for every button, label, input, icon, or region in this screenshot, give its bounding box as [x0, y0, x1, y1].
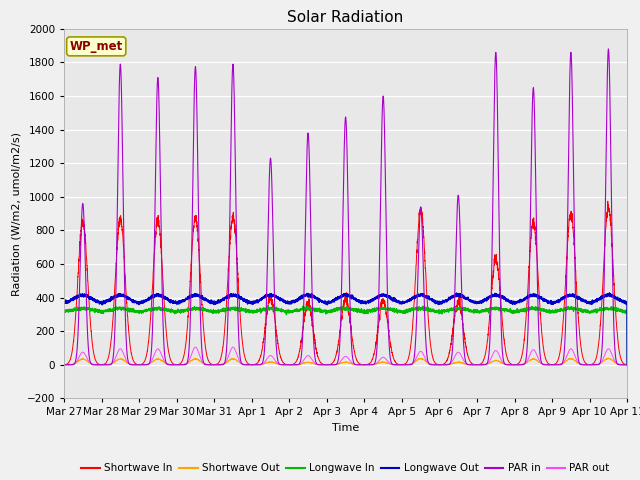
Line: PAR in: PAR in [64, 49, 627, 365]
Shortwave In [623, 362, 630, 368]
Longwave In [472, 310, 480, 315]
PAR in [472, 362, 479, 368]
Longwave Out [324, 299, 332, 305]
Longwave Out [623, 362, 631, 368]
Longwave In [623, 362, 631, 368]
Longwave Out [161, 294, 169, 300]
PAR out [504, 362, 512, 368]
Shortwave Out [504, 361, 512, 367]
PAR out [623, 362, 630, 368]
Longwave In [161, 307, 169, 313]
Shortwave In [324, 362, 332, 368]
Y-axis label: Radiation (W/m2, umol/m2/s): Radiation (W/m2, umol/m2/s) [11, 132, 21, 296]
Shortwave Out [325, 362, 333, 368]
Shortwave In [60, 362, 68, 368]
Text: WP_met: WP_met [70, 40, 123, 53]
Longwave In [441, 308, 449, 313]
PAR in [605, 46, 612, 52]
Line: Longwave Out: Longwave Out [64, 293, 627, 365]
PAR in [623, 362, 631, 368]
Line: Longwave In: Longwave In [64, 306, 627, 365]
PAR in [60, 362, 68, 368]
Longwave Out [504, 297, 511, 302]
PAR out [623, 362, 631, 368]
X-axis label: Time: Time [332, 423, 359, 433]
Longwave In [300, 303, 307, 309]
Line: PAR out: PAR out [64, 347, 627, 365]
Shortwave In [623, 362, 631, 368]
Longwave In [623, 309, 630, 314]
Shortwave Out [623, 362, 631, 368]
Longwave Out [60, 300, 68, 306]
PAR out [191, 344, 199, 350]
PAR out [472, 362, 480, 368]
Title: Solar Radiation: Solar Radiation [287, 10, 404, 25]
PAR out [441, 362, 449, 368]
Shortwave Out [60, 362, 68, 368]
Longwave In [504, 307, 512, 313]
Shortwave Out [60, 362, 68, 368]
PAR out [161, 360, 169, 365]
Shortwave Out [441, 362, 449, 368]
PAR in [324, 362, 332, 368]
Longwave Out [605, 290, 613, 296]
Shortwave In [161, 315, 169, 321]
Line: Shortwave Out: Shortwave Out [64, 358, 627, 365]
Legend: Shortwave In, Shortwave Out, Longwave In, Longwave Out, PAR in, PAR out: Shortwave In, Shortwave Out, Longwave In… [77, 459, 614, 478]
Shortwave Out [605, 355, 612, 361]
Shortwave Out [623, 362, 630, 368]
Line: Shortwave In: Shortwave In [64, 201, 627, 365]
Longwave In [325, 309, 333, 315]
PAR out [60, 362, 68, 368]
Shortwave In [441, 360, 449, 366]
Longwave Out [472, 300, 479, 305]
Shortwave In [504, 357, 511, 362]
PAR in [161, 356, 169, 362]
Longwave In [60, 309, 68, 315]
PAR in [623, 362, 630, 368]
Shortwave In [604, 198, 612, 204]
PAR in [504, 362, 511, 368]
Shortwave Out [472, 362, 480, 368]
Shortwave In [472, 362, 479, 368]
Longwave Out [441, 298, 449, 304]
PAR in [441, 362, 449, 368]
Shortwave Out [161, 360, 169, 366]
Longwave Out [623, 300, 630, 306]
PAR out [325, 362, 333, 368]
